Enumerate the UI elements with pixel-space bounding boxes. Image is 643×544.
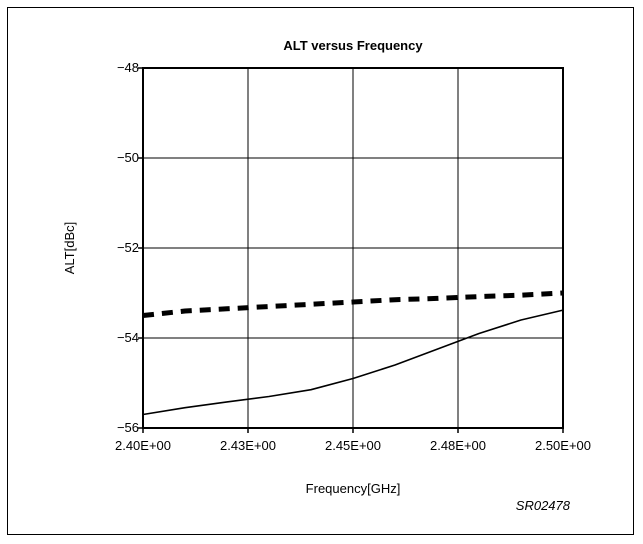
series-line-1 [142, 290, 564, 318]
x-tick-label: 2.43E+00 [220, 438, 276, 453]
figure-code: SR02478 [516, 498, 571, 513]
y-tick-label: −50 [117, 150, 139, 165]
figure-frame [7, 7, 634, 535]
y-tick-label: −54 [117, 330, 139, 345]
x-tick-label: 2.45E+00 [325, 438, 381, 453]
y-tick-label: −48 [117, 60, 139, 75]
chart-title: ALT versus Frequency [283, 38, 423, 53]
tick-labels: 2.40E+00 2.43E+00 2.45E+00 2.48E+00 2.50E+00… [115, 60, 591, 453]
grid-lines [142, 67, 564, 429]
x-tick-label: 2.40E+00 [115, 438, 171, 453]
y-axis-label: ALT[dBc] [62, 222, 77, 275]
x-axis-label: Frequency[GHz] [306, 481, 401, 496]
x-tick-label: 2.50E+00 [535, 438, 591, 453]
y-tick-label: −56 [117, 420, 139, 435]
series-group [142, 290, 564, 416]
y-tick-label: −52 [117, 240, 139, 255]
x-tick-label: 2.48E+00 [430, 438, 486, 453]
series-line-2 [142, 309, 564, 416]
